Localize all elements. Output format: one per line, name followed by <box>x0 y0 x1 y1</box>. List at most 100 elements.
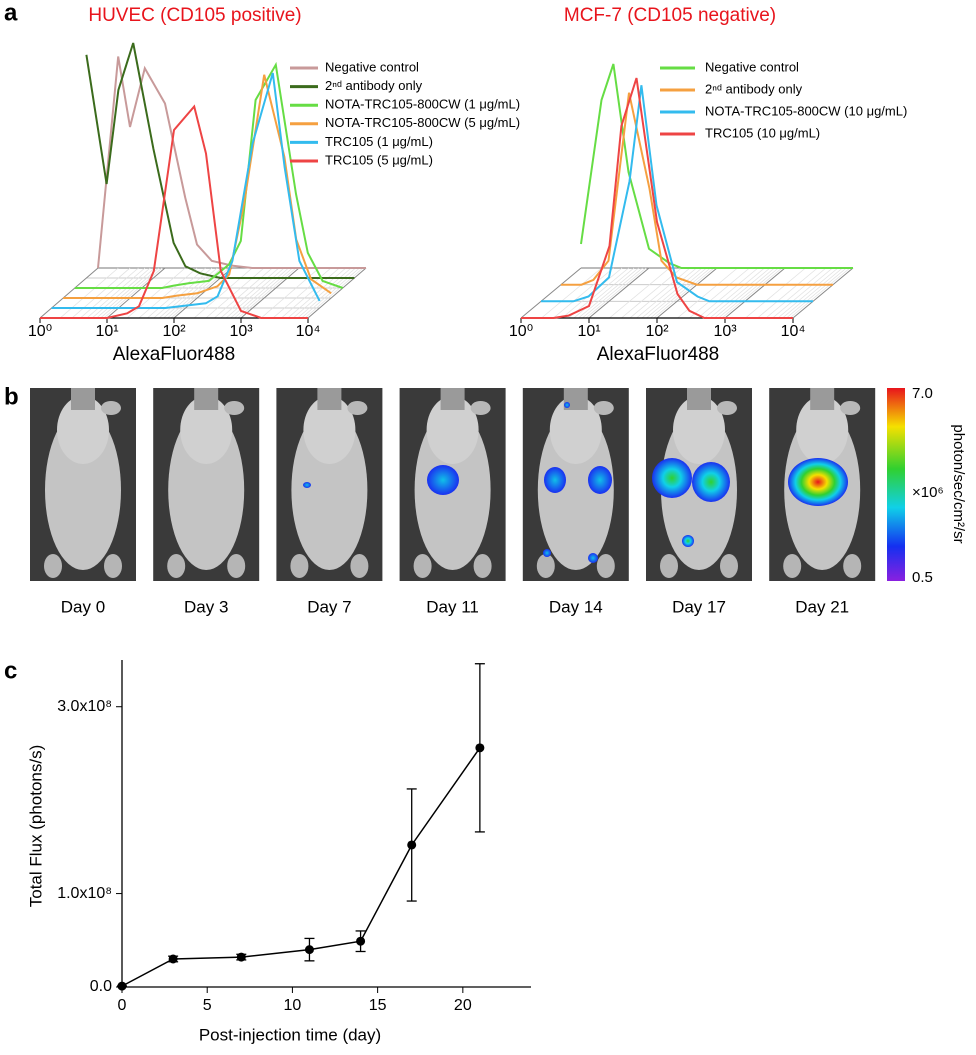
chart-title: MCF-7 (CD105 negative) <box>564 5 776 26</box>
x-axis-title: AlexaFluor488 <box>113 344 236 365</box>
grid-line <box>588 267 650 319</box>
mouse-leg <box>843 554 862 578</box>
data-point <box>117 981 127 991</box>
minor-grid-line <box>158 267 218 319</box>
mouse-ear <box>470 401 491 415</box>
panel-label: b <box>4 383 19 410</box>
mouse-leg <box>44 554 62 578</box>
colorbar-unit: photon/sec/cm²/sr <box>950 424 967 543</box>
histogram-curve <box>63 74 332 299</box>
x-tick-label: 10⁴ <box>296 323 321 340</box>
day-label: Day 11 <box>426 597 479 616</box>
minor-grid-line <box>650 267 711 319</box>
mouse-ear <box>717 401 737 415</box>
minor-grid-line <box>697 267 759 319</box>
mouse-head <box>180 396 233 464</box>
data-point <box>304 945 314 955</box>
mouse-head <box>796 396 849 464</box>
mouse-leg <box>167 554 186 578</box>
signal-blob <box>427 465 459 495</box>
minor-grid-line <box>71 267 131 319</box>
x-tick-label: 10⁴ <box>781 323 806 340</box>
legend-label: TRC105 (1 μg/mL) <box>325 134 433 149</box>
minor-grid-line <box>138 267 198 319</box>
x-tick-label: 0 <box>118 997 127 1014</box>
colorbar-multiplier: ×10⁶ <box>912 484 944 501</box>
mouse-ear <box>347 401 368 415</box>
minor-grid-line <box>704 267 765 319</box>
legend-label: TRC105 (10 μg/mL) <box>705 125 820 140</box>
y-axis-title: Total Flux (photons/s) <box>26 745 45 908</box>
minor-grid-line <box>287 267 347 319</box>
legend-label: NOTA-TRC105-800CW (10 μg/mL) <box>705 103 907 118</box>
grid-line <box>173 267 233 319</box>
data-point <box>236 952 246 962</box>
minor-grid-line <box>578 267 639 319</box>
mouse-leg <box>596 554 615 578</box>
minor-grid-line <box>718 267 779 319</box>
signal-blob <box>588 466 612 494</box>
x-axis-title: Post-injection time (day) <box>199 1025 381 1044</box>
day-label: Day 3 <box>184 597 228 616</box>
histogram-curve <box>541 85 813 303</box>
minor-grid-line <box>721 267 783 319</box>
mouse-head <box>303 396 356 464</box>
day-label: Day 0 <box>61 597 105 616</box>
x-tick-label: 20 <box>454 997 472 1014</box>
minor-grid-line <box>714 267 775 319</box>
mouse-ear <box>224 401 245 415</box>
day-label: Day 17 <box>672 597 726 616</box>
minor-grid-line <box>609 267 670 319</box>
minor-grid-line <box>304 267 364 319</box>
minor-grid-line <box>653 267 715 319</box>
minor-grid-line <box>297 267 356 319</box>
minor-grid-line <box>86 267 146 319</box>
mouse-leg <box>413 554 432 578</box>
minor-grid-line <box>786 267 847 319</box>
minor-grid-line <box>629 267 691 319</box>
x-tick-label: 10⁰ <box>28 323 52 340</box>
data-point <box>356 936 366 946</box>
minor-grid-line <box>709 267 771 319</box>
mouse-leg <box>783 554 802 578</box>
panel-label: a <box>4 0 18 26</box>
signal-blob <box>692 462 730 502</box>
minor-grid-line <box>541 267 602 319</box>
signal-blob <box>788 458 848 506</box>
mouse-leg <box>227 554 246 578</box>
minor-grid-line <box>205 267 265 319</box>
mouse-restraint <box>71 388 95 410</box>
legend-label: Negative control <box>325 59 419 74</box>
minor-grid-line <box>582 267 643 319</box>
minor-grid-line <box>689 267 750 319</box>
day-label: Day 21 <box>795 597 849 616</box>
x-tick-label: 10² <box>645 323 669 340</box>
grid-line <box>39 267 99 319</box>
signal-blob <box>682 535 694 547</box>
mouse-leg <box>350 554 369 578</box>
minor-grid-line <box>126 267 186 319</box>
minor-grid-line <box>585 267 647 319</box>
minor-grid-line <box>641 267 703 319</box>
signal-blob <box>543 549 551 557</box>
minor-grid-line <box>782 267 843 319</box>
panel-label: c <box>4 657 17 684</box>
mouse-ear <box>840 401 861 415</box>
mouse-head <box>57 396 109 464</box>
minor-grid-line <box>777 267 839 319</box>
x-tick-label: 10² <box>162 323 186 340</box>
legend-label: NOTA-TRC105-800CW (5 μg/mL) <box>325 115 520 130</box>
histogram-curve <box>521 77 793 319</box>
x-tick-label: 10¹ <box>577 323 600 340</box>
minor-grid-line <box>147 267 206 319</box>
mouse-leg <box>720 554 738 578</box>
chart-title: HUVEC (CD105 positive) <box>88 5 301 26</box>
histogram-curve <box>561 92 833 286</box>
minor-grid-line <box>553 267 614 319</box>
minor-grid-line <box>100 267 159 319</box>
minor-grid-line <box>765 267 827 319</box>
mouse-leg <box>473 554 492 578</box>
data-point <box>407 840 417 850</box>
